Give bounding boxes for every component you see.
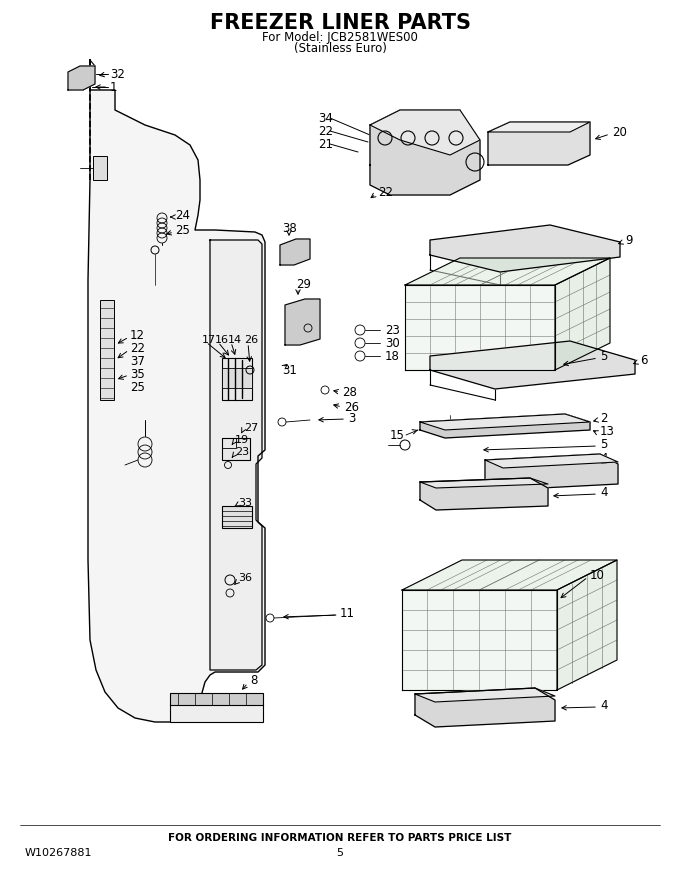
Polygon shape <box>420 414 590 438</box>
Text: 21: 21 <box>318 137 333 150</box>
Text: 22: 22 <box>378 186 393 199</box>
Polygon shape <box>370 110 480 195</box>
Text: 1: 1 <box>110 80 118 93</box>
Polygon shape <box>415 688 555 727</box>
Text: 16: 16 <box>215 335 229 345</box>
Text: 29: 29 <box>296 277 311 290</box>
Text: 34: 34 <box>318 112 333 124</box>
Text: 37: 37 <box>130 355 145 368</box>
Text: 5: 5 <box>337 848 343 858</box>
Text: 27: 27 <box>244 423 258 433</box>
Polygon shape <box>420 414 590 430</box>
Text: 22: 22 <box>318 124 333 137</box>
Text: 30: 30 <box>385 336 400 349</box>
Polygon shape <box>370 110 480 155</box>
Text: 13: 13 <box>600 424 615 437</box>
Text: FREEZER LINER PARTS: FREEZER LINER PARTS <box>209 13 471 33</box>
Text: 25: 25 <box>175 224 190 237</box>
Polygon shape <box>415 688 555 702</box>
Bar <box>222 438 250 460</box>
Text: 18: 18 <box>385 349 400 363</box>
Text: (Stainless Euro): (Stainless Euro) <box>294 41 386 55</box>
Text: 14: 14 <box>228 335 242 345</box>
Text: 10: 10 <box>590 568 605 582</box>
Text: 4: 4 <box>600 699 607 712</box>
Polygon shape <box>430 341 635 389</box>
Text: 11: 11 <box>340 606 355 620</box>
Text: 36: 36 <box>238 573 252 583</box>
Polygon shape <box>488 122 590 165</box>
Polygon shape <box>210 240 262 670</box>
Bar <box>222 358 252 400</box>
Text: 4: 4 <box>600 486 607 498</box>
Text: FOR ORDERING INFORMATION REFER TO PARTS PRICE LIST: FOR ORDERING INFORMATION REFER TO PARTS … <box>169 833 511 843</box>
Text: 9: 9 <box>625 233 632 246</box>
Text: 8: 8 <box>250 673 257 686</box>
Text: 35: 35 <box>130 368 145 380</box>
Bar <box>222 368 252 388</box>
Text: 23: 23 <box>235 447 249 457</box>
Polygon shape <box>402 560 617 590</box>
Bar <box>93 156 107 180</box>
Polygon shape <box>555 258 610 370</box>
Text: 15: 15 <box>390 429 405 442</box>
Text: 24: 24 <box>175 209 190 222</box>
Bar <box>170 693 263 705</box>
Text: W10267881: W10267881 <box>25 848 92 858</box>
Polygon shape <box>402 590 557 690</box>
Polygon shape <box>420 478 548 510</box>
Text: 19: 19 <box>235 435 249 445</box>
Text: 6: 6 <box>640 354 647 366</box>
Bar <box>222 506 252 528</box>
Text: For Model: JCB2581WES00: For Model: JCB2581WES00 <box>262 31 418 43</box>
Polygon shape <box>557 560 617 690</box>
Bar <box>100 300 114 400</box>
Text: 38: 38 <box>282 222 296 234</box>
Text: 5: 5 <box>600 349 607 363</box>
Text: 17: 17 <box>202 335 216 345</box>
Text: 5: 5 <box>600 437 607 451</box>
Text: 32: 32 <box>110 68 125 80</box>
Text: 20: 20 <box>612 126 627 138</box>
Text: 3: 3 <box>348 412 356 424</box>
Polygon shape <box>485 454 618 468</box>
Bar <box>222 438 236 448</box>
Text: 25: 25 <box>130 380 145 393</box>
Polygon shape <box>430 225 620 272</box>
Polygon shape <box>68 66 95 90</box>
Text: 26: 26 <box>344 400 359 414</box>
Polygon shape <box>405 258 610 285</box>
Text: 31: 31 <box>282 363 297 377</box>
Polygon shape <box>280 239 310 265</box>
Text: 22: 22 <box>130 341 145 355</box>
Polygon shape <box>488 122 590 132</box>
Polygon shape <box>285 299 320 345</box>
Polygon shape <box>88 60 265 722</box>
Bar <box>170 704 263 722</box>
Text: 2: 2 <box>600 412 607 424</box>
Polygon shape <box>485 454 618 490</box>
Text: 23: 23 <box>385 324 400 336</box>
Text: 4: 4 <box>600 451 607 465</box>
Polygon shape <box>420 478 548 488</box>
Text: 12: 12 <box>130 328 145 341</box>
Polygon shape <box>405 285 555 370</box>
Text: 26: 26 <box>244 335 258 345</box>
Text: 28: 28 <box>342 385 357 399</box>
Text: 33: 33 <box>238 498 252 508</box>
